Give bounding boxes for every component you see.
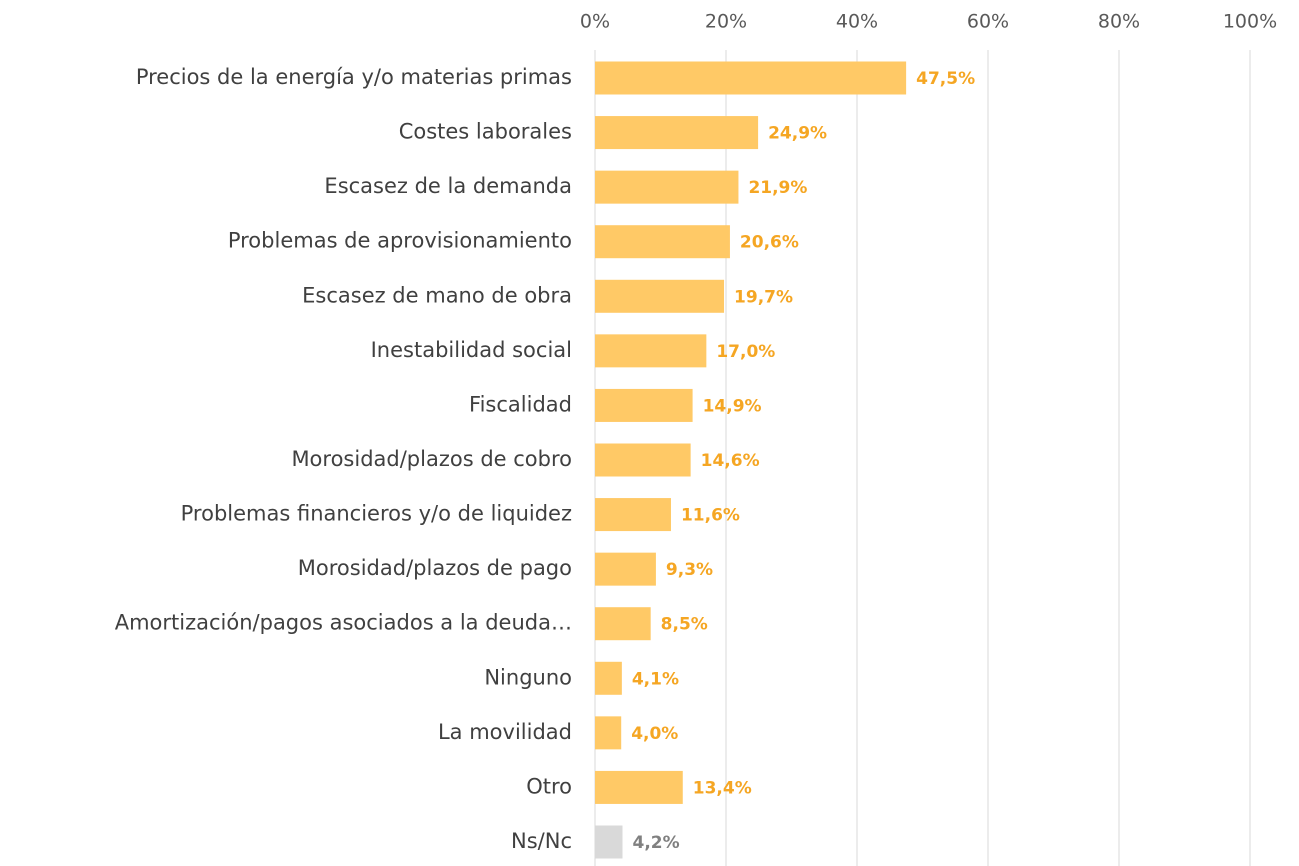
bar: [595, 716, 622, 750]
category-label: Amortización/pagos asociados a la deuda…: [115, 611, 572, 635]
value-label: 4,2%: [633, 833, 680, 853]
x-tick-label: 40%: [836, 11, 878, 33]
value-label: 4,1%: [632, 669, 679, 689]
category-label: Morosidad/plazos de pago: [298, 556, 572, 580]
x-tick-label: 20%: [705, 11, 747, 33]
value-label: 4,0%: [631, 724, 678, 744]
bar: [595, 61, 907, 95]
value-label: 11,6%: [681, 506, 740, 526]
bar: [595, 225, 730, 259]
value-label: 47,5%: [916, 69, 975, 89]
bar: [595, 443, 691, 477]
x-tick-label: 80%: [1098, 11, 1140, 33]
category-label: Problemas financieros y/o de liquidez: [181, 502, 572, 526]
category-label: Otro: [526, 774, 572, 798]
value-label: 14,9%: [703, 396, 762, 416]
value-label: 19,7%: [734, 287, 793, 307]
category-label: Costes laborales: [399, 120, 572, 144]
category-label: La movilidad: [438, 720, 572, 744]
bar: [595, 116, 759, 150]
category-label: Escasez de la demanda: [324, 174, 572, 198]
value-label: 9,3%: [666, 560, 713, 580]
value-label: 20,6%: [740, 233, 799, 253]
bar: [595, 170, 739, 204]
category-label: Escasez de mano de obra: [302, 283, 572, 307]
x-tick-label: 0%: [580, 11, 610, 33]
category-label: Morosidad/plazos de cobro: [291, 447, 572, 471]
x-tick-label: 100%: [1223, 11, 1277, 33]
bar: [595, 388, 693, 422]
bar: [595, 770, 683, 804]
category-label: Fiscalidad: [469, 392, 572, 416]
bar: [595, 334, 707, 368]
value-label: 21,9%: [748, 178, 807, 198]
value-label: 8,5%: [661, 615, 708, 635]
category-label: Ninguno: [484, 665, 572, 689]
value-label: 13,4%: [693, 778, 752, 798]
category-label: Precios de la energía y/o materias prima…: [136, 65, 572, 89]
category-label: Inestabilidad social: [371, 338, 572, 362]
category-label: Ns/Nc: [511, 829, 572, 853]
bar: [595, 552, 656, 586]
bar: [595, 825, 623, 859]
bar: [595, 498, 671, 532]
bar: [595, 279, 725, 313]
value-label: 24,9%: [768, 124, 827, 144]
value-label: 14,6%: [701, 451, 760, 471]
bar: [595, 661, 622, 695]
x-tick-label: 60%: [967, 11, 1009, 33]
value-label: 17,0%: [716, 342, 775, 362]
category-label: Problemas de aprovisionamiento: [228, 229, 572, 253]
bar: [595, 607, 651, 641]
